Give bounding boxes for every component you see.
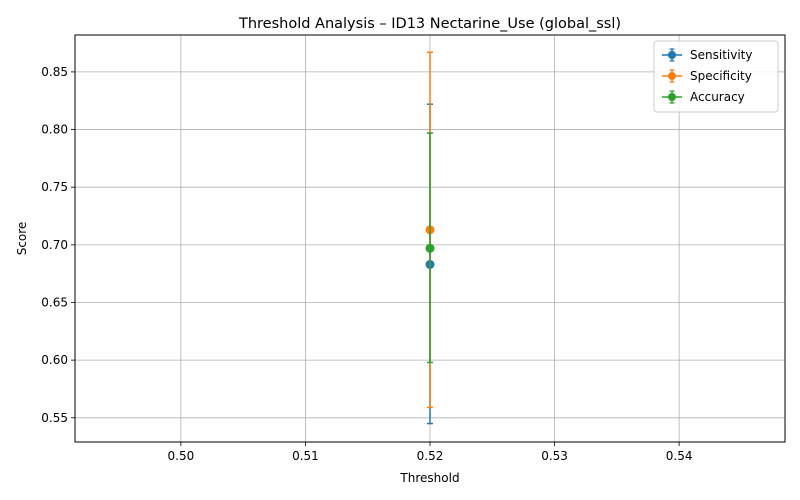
y-axis-label: Score xyxy=(15,222,29,256)
x-tick-label: 0.54 xyxy=(666,449,693,463)
x-tick-label: 0.50 xyxy=(168,449,195,463)
legend: Sensitivity Specificity Accuracy xyxy=(653,40,779,113)
data-point xyxy=(425,243,435,253)
y-axis-ticks: 0.55 0.60 0.65 0.70 0.75 0.80 0.85 xyxy=(41,65,75,425)
y-tick-label: 0.65 xyxy=(41,295,68,309)
legend-label: Specificity xyxy=(690,69,752,83)
x-axis-ticks: 0.50 0.51 0.52 0.53 0.54 xyxy=(168,442,693,463)
legend-marker xyxy=(668,51,676,59)
legend-label: Sensitivity xyxy=(690,48,752,62)
series-accuracy xyxy=(425,132,435,364)
x-tick-label: 0.51 xyxy=(292,449,319,463)
x-tick-label: 0.53 xyxy=(541,449,568,463)
y-tick-label: 0.70 xyxy=(41,238,68,252)
y-tick-label: 0.85 xyxy=(41,65,68,79)
x-tick-label: 0.52 xyxy=(417,449,444,463)
y-tick-label: 0.60 xyxy=(41,353,68,367)
legend-label: Accuracy xyxy=(690,90,745,104)
legend-item-sensitivity: Sensitivity xyxy=(662,48,752,62)
legend-marker xyxy=(668,72,676,80)
x-axis-label: Threshold xyxy=(399,471,459,485)
legend-box xyxy=(653,40,779,113)
data-series xyxy=(425,51,435,425)
legend-marker xyxy=(668,93,676,101)
y-tick-label: 0.75 xyxy=(41,180,68,194)
legend-item-accuracy: Accuracy xyxy=(662,90,745,104)
chart-title: Threshold Analysis – ID13 Nectarine_Use … xyxy=(238,16,621,32)
legend-item-specificity: Specificity xyxy=(662,69,752,83)
y-tick-label: 0.55 xyxy=(41,411,68,425)
y-tick-label: 0.80 xyxy=(41,123,68,137)
